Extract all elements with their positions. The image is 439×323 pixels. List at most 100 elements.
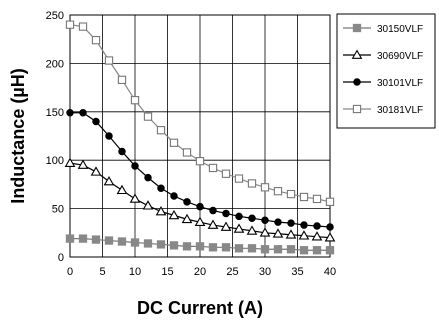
data-point xyxy=(312,194,322,204)
x-tick-label: 10 xyxy=(129,266,141,278)
data-point xyxy=(234,244,244,253)
data-point xyxy=(208,243,218,252)
data-point xyxy=(299,192,309,202)
data-point xyxy=(157,184,165,193)
data-point xyxy=(103,175,115,186)
data-point xyxy=(144,173,152,182)
data-point xyxy=(235,212,243,221)
data-point xyxy=(195,242,205,251)
data-point xyxy=(324,232,336,242)
legend-label: 30150VLF xyxy=(377,24,423,35)
data-point xyxy=(260,245,270,254)
data-series xyxy=(64,20,336,255)
data-point xyxy=(155,205,167,216)
data-point xyxy=(221,169,231,178)
y-tick-label: 50 xyxy=(52,204,64,216)
data-point xyxy=(273,187,283,196)
data-point xyxy=(313,222,321,230)
y-tick-label: 100 xyxy=(46,155,64,167)
data-point xyxy=(274,218,282,226)
data-point xyxy=(286,245,296,254)
data-point xyxy=(247,244,257,253)
legend-swatch-marker xyxy=(353,78,361,86)
legend-label: 30690VLF xyxy=(377,51,423,62)
data-point xyxy=(221,243,231,252)
data-point xyxy=(247,179,257,188)
data-point xyxy=(156,126,166,135)
x-tick-label: 25 xyxy=(226,266,238,278)
x-tick-label: 30 xyxy=(259,266,271,278)
data-point xyxy=(182,148,192,157)
data-point xyxy=(90,166,102,176)
data-point xyxy=(168,209,180,220)
data-point xyxy=(285,229,297,239)
data-point xyxy=(312,246,322,255)
x-tick-label: 15 xyxy=(161,266,173,278)
legend-item: 30101VLF xyxy=(343,78,423,89)
data-point xyxy=(209,206,217,215)
y-tick-label: 0 xyxy=(58,252,64,264)
x-tick-label: 35 xyxy=(291,266,303,278)
data-point xyxy=(273,245,283,254)
x-tick-label: 5 xyxy=(99,266,105,278)
data-point xyxy=(222,209,230,218)
legend-item: 30181VLF xyxy=(343,104,423,116)
y-tick-label: 250 xyxy=(46,10,64,22)
data-point xyxy=(104,236,114,245)
data-point xyxy=(142,200,154,210)
data-point xyxy=(131,162,139,170)
data-point xyxy=(234,174,244,183)
data-point xyxy=(300,221,308,229)
data-point xyxy=(286,189,296,199)
data-point xyxy=(79,109,87,117)
data-point xyxy=(117,237,127,246)
data-point xyxy=(104,56,114,65)
data-point xyxy=(298,230,310,240)
y-tick-label: 150 xyxy=(46,107,64,119)
data-point xyxy=(156,240,166,249)
data-point xyxy=(170,192,178,200)
legend-swatch-marker xyxy=(352,104,362,114)
data-point xyxy=(91,235,101,244)
data-point xyxy=(77,159,89,169)
data-point xyxy=(66,109,74,117)
data-point xyxy=(129,193,141,203)
legend-label: 30181VLF xyxy=(377,105,423,116)
legend-swatch-marker xyxy=(352,23,362,33)
data-point xyxy=(195,157,205,166)
data-point xyxy=(208,163,218,173)
data-point xyxy=(272,228,284,238)
series-30690VLF xyxy=(64,157,336,242)
data-point xyxy=(143,112,153,121)
data-point xyxy=(299,246,309,255)
legend-item: 30690VLF xyxy=(343,49,423,62)
data-point xyxy=(143,239,153,248)
data-point xyxy=(105,132,113,140)
data-point xyxy=(78,234,88,243)
x-tick-label: 20 xyxy=(194,266,206,278)
series-30181VLF xyxy=(65,20,335,206)
data-point xyxy=(196,202,204,211)
data-point xyxy=(261,216,269,224)
data-point xyxy=(325,197,335,206)
data-point xyxy=(260,183,270,192)
series-30150VLF xyxy=(65,234,335,255)
data-point xyxy=(65,20,75,29)
data-point xyxy=(325,246,335,255)
data-point xyxy=(194,216,206,227)
series-30101VLF xyxy=(66,109,334,231)
legend-label: 30101VLF xyxy=(377,78,423,89)
x-tick-label: 0 xyxy=(67,266,73,278)
legend-item: 30150VLF xyxy=(343,23,423,35)
data-point xyxy=(182,242,192,251)
data-point xyxy=(130,238,140,247)
data-point xyxy=(65,234,75,243)
data-point xyxy=(117,75,127,85)
data-point xyxy=(118,147,126,156)
data-point xyxy=(116,184,128,195)
data-point xyxy=(259,227,271,237)
x-tick-label: 40 xyxy=(324,266,336,278)
data-point xyxy=(78,22,88,31)
x-axis-tick-labels: 0 5 10 15 20 25 30 35 40 xyxy=(67,266,336,278)
